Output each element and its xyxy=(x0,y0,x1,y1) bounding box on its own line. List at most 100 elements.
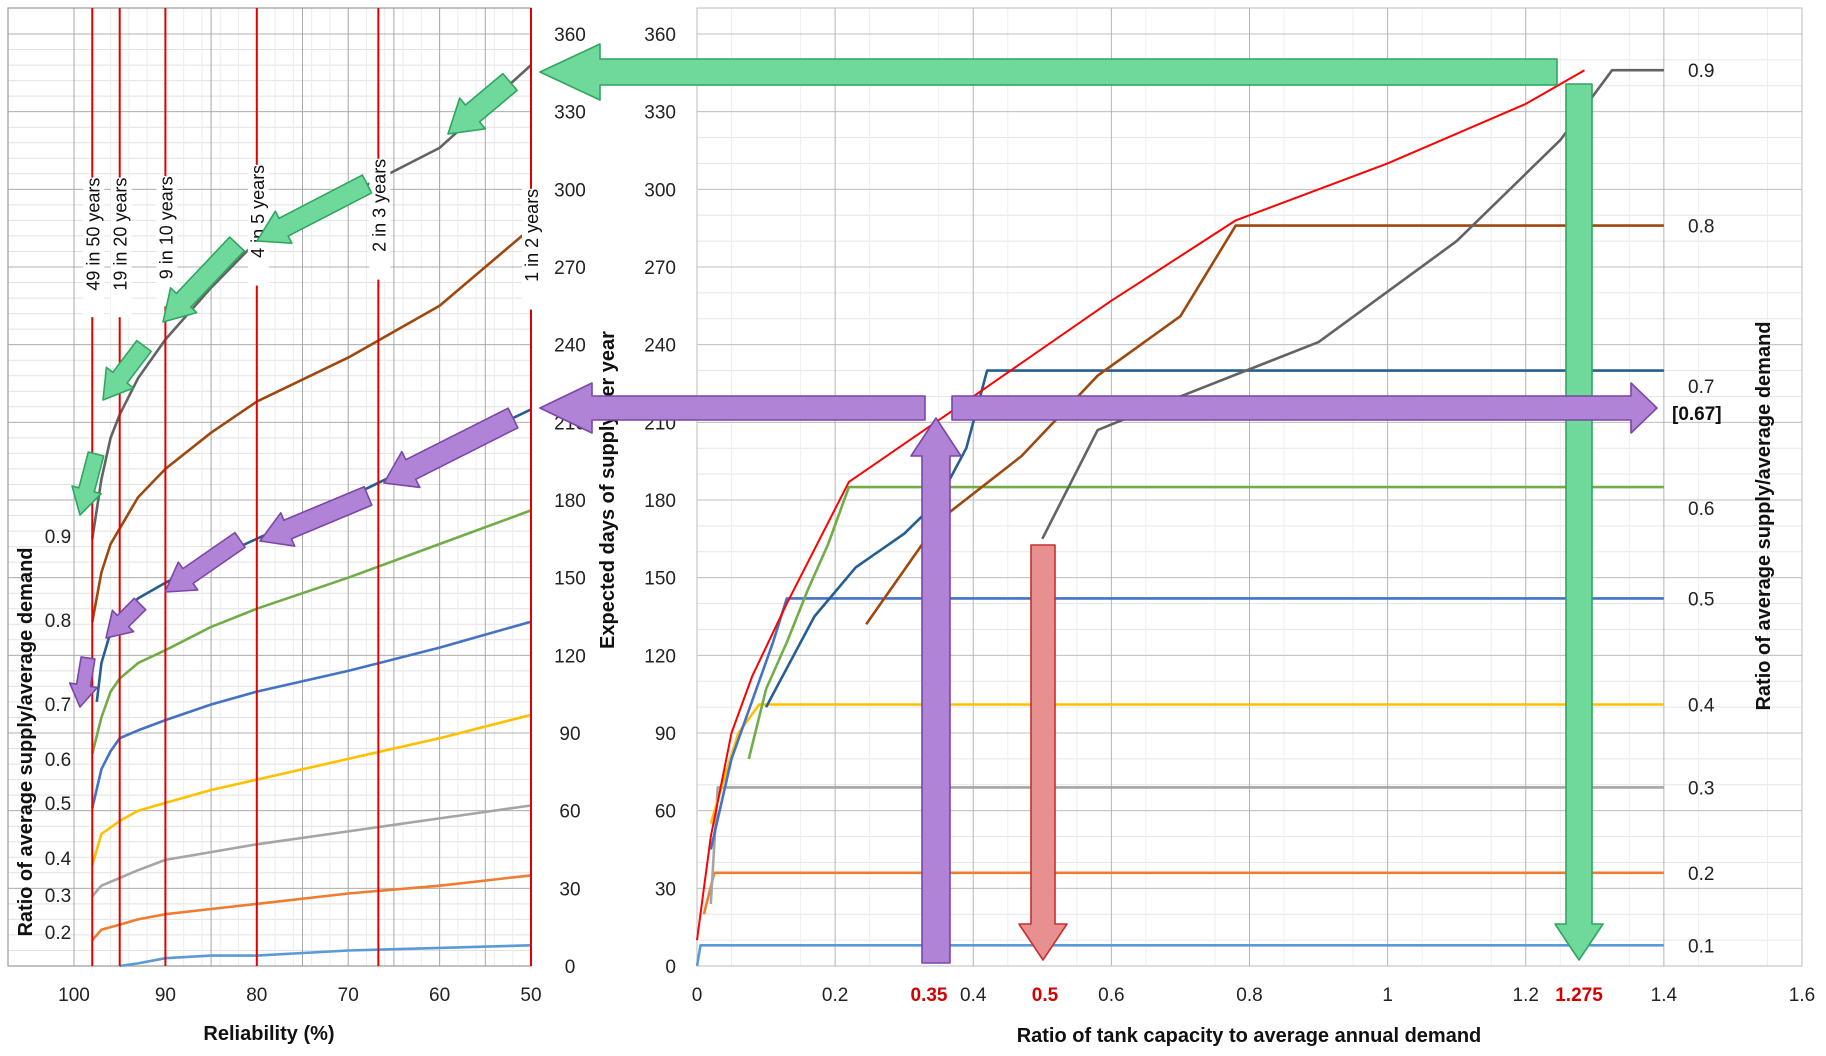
right-y-tick-label: 0 xyxy=(665,957,676,978)
left-y-tick-label: 0 xyxy=(565,957,576,978)
reliability-label-group: 9 in 10 years xyxy=(156,176,178,307)
reliability-label-bg xyxy=(156,176,178,307)
right-x-tick-label: 1.4 xyxy=(1651,985,1678,1006)
purple-arrow xyxy=(164,531,246,593)
left-ratio-label: 0.6 xyxy=(45,750,71,771)
right-y-tick-label: 120 xyxy=(644,646,676,667)
right-ratio-label: 0.6 xyxy=(1688,499,1714,520)
left-ratio-label: 0.2 xyxy=(45,923,71,944)
purple-arrow xyxy=(259,485,373,547)
green-arrow xyxy=(162,236,246,323)
reliability-label-group: 19 in 20 years xyxy=(110,177,132,318)
left-x-tick-label: 90 xyxy=(155,985,176,1006)
right-y-tick-label: 270 xyxy=(644,258,676,279)
reliability-label-bg xyxy=(247,164,269,286)
reliability-label: 4 in 5 years xyxy=(248,165,268,258)
left-ratio-label: 0.5 xyxy=(45,794,71,815)
right-y-tick-label: 30 xyxy=(655,879,676,900)
left-series-line-ratio-0-2 xyxy=(91,874,532,941)
left-x-axis-title: Reliability (%) xyxy=(203,1023,334,1045)
bracket-label: [0.67] xyxy=(1672,404,1722,425)
left-x-tick-label: 100 xyxy=(58,985,90,1006)
left-y-tick-label: 270 xyxy=(554,258,586,279)
right-y-tick-label: 300 xyxy=(644,180,676,201)
left-y-axis-title: Ratio of average supply/average demand xyxy=(15,547,37,936)
green-arrow xyxy=(102,339,152,401)
right-y-tick-label: 180 xyxy=(644,491,676,512)
green-arrow xyxy=(71,451,105,516)
reliability-label-bg xyxy=(522,188,543,310)
right-x-tick-label: 0.4 xyxy=(960,985,987,1006)
left-x-tick-label: 70 xyxy=(338,985,359,1006)
right-ratio-label: 0.9 xyxy=(1688,61,1714,82)
left-y-tick-label: 330 xyxy=(554,103,586,124)
reliability-label: 1 in 2 years xyxy=(522,189,542,282)
reliability-label: 19 in 20 years xyxy=(111,178,131,291)
reliability-label: 49 in 50 years xyxy=(83,178,103,291)
left-y-tick-label: 60 xyxy=(559,802,580,823)
green-arrow xyxy=(447,72,518,135)
red-arrow xyxy=(1018,544,1068,961)
right-ratio-label: 0.5 xyxy=(1688,589,1714,610)
reliability-label-bg xyxy=(83,177,105,318)
left-series-line-ratio-0-1 xyxy=(119,944,532,968)
left-y-tick-label: 150 xyxy=(554,569,586,590)
right-y-tick-label: 90 xyxy=(655,724,676,745)
right-x-axis-title: Ratio of tank capacity to average annual… xyxy=(1017,1025,1482,1047)
green-arrow xyxy=(539,43,1558,101)
left-x-tick-label: 80 xyxy=(246,985,267,1006)
left-y-tick-label: 180 xyxy=(554,491,586,512)
green-arrow xyxy=(256,174,373,244)
right-series-line-envelope xyxy=(696,69,1585,941)
right-x-ticks: 0 0.2 0.4 0.6 0.8 1 1.2 1.4 1.6 xyxy=(692,985,1816,1006)
right-x-tick-label: 1.2 xyxy=(1513,985,1539,1006)
green-arrow xyxy=(1554,83,1604,961)
left-y-tick-label: 300 xyxy=(554,180,586,201)
left-curve-labels: 0.2 0.3 0.4 0.5 0.6 0.7 0.8 0.9 xyxy=(45,527,72,944)
left-y-tick-label: 30 xyxy=(559,879,580,900)
right-plot-frame xyxy=(696,7,1803,967)
left-y-tick-label: 90 xyxy=(559,724,580,745)
reliability-label-bg xyxy=(369,158,391,280)
left-x-tick-label: 50 xyxy=(520,985,541,1006)
left-x-ticks: 100 90 80 70 60 50 xyxy=(58,985,541,1006)
left-y-tick-label: 360 xyxy=(554,25,586,46)
right-y-tick-label: 60 xyxy=(655,802,676,823)
reliability-label-group: 2 in 3 years xyxy=(369,158,391,280)
right-ratio-label: 0.3 xyxy=(1688,778,1714,799)
right-y-tick-label: 150 xyxy=(644,569,676,590)
left-panel: 49 in 50 years 19 in 20 years 9 in 10 year… xyxy=(7,7,619,1045)
right-y-tick-label: 360 xyxy=(644,25,676,46)
right-ratio-label: 0.1 xyxy=(1688,936,1714,957)
right-y-axis-title-right: Ratio of average supply/average demand xyxy=(1753,321,1775,710)
purple-arrow xyxy=(383,407,519,489)
right-y-tick-label: 240 xyxy=(644,336,676,357)
left-series-line-ratio-0-3 xyxy=(91,804,532,897)
left-ratio-label: 0.3 xyxy=(45,886,71,907)
right-series-line-ratio-0-6 xyxy=(747,485,1664,760)
reliability-label-group: 1 in 2 years xyxy=(522,188,543,310)
reliability-label-bg xyxy=(110,177,132,318)
left-ratio-label: 0.9 xyxy=(45,527,71,548)
purple-arrow xyxy=(951,382,1658,434)
left-y-tick-label: 120 xyxy=(554,646,586,667)
right-series-line-ratio-0-9 xyxy=(1041,68,1664,540)
right-x-tick-label: 1.6 xyxy=(1789,985,1815,1006)
left-y-axis-title-right: Expected days of supply per year xyxy=(597,331,619,649)
right-panel: 0 0.2 0.4 0.6 0.8 1 1.2 1.4 1.6 0 30 60 90 120 150 180… xyxy=(644,7,1816,1047)
right-ratio-labels: 0.1 0.2 0.3 0.4 0.5 0.6 0.7 0.8 0.9 xyxy=(1688,61,1715,957)
right-x-tick-label: 0 xyxy=(692,985,703,1006)
annotation-arrows xyxy=(68,43,1658,964)
reliability-label-group: 4 in 5 years xyxy=(247,164,269,286)
reliability-label: 2 in 3 years xyxy=(369,159,389,252)
right-y-tick-label: 330 xyxy=(644,103,676,124)
right-series-line-ratio-0-1 xyxy=(695,943,1664,967)
right-ratio-label: 0.4 xyxy=(1688,696,1715,717)
callout-x-0-35: 0.35 xyxy=(911,985,948,1006)
left-ratio-label: 0.7 xyxy=(45,695,71,716)
left-ratio-label: 0.8 xyxy=(45,611,71,632)
right-x-tick-label: 1 xyxy=(1382,985,1393,1006)
right-x-tick-label: 0.6 xyxy=(1098,985,1124,1006)
